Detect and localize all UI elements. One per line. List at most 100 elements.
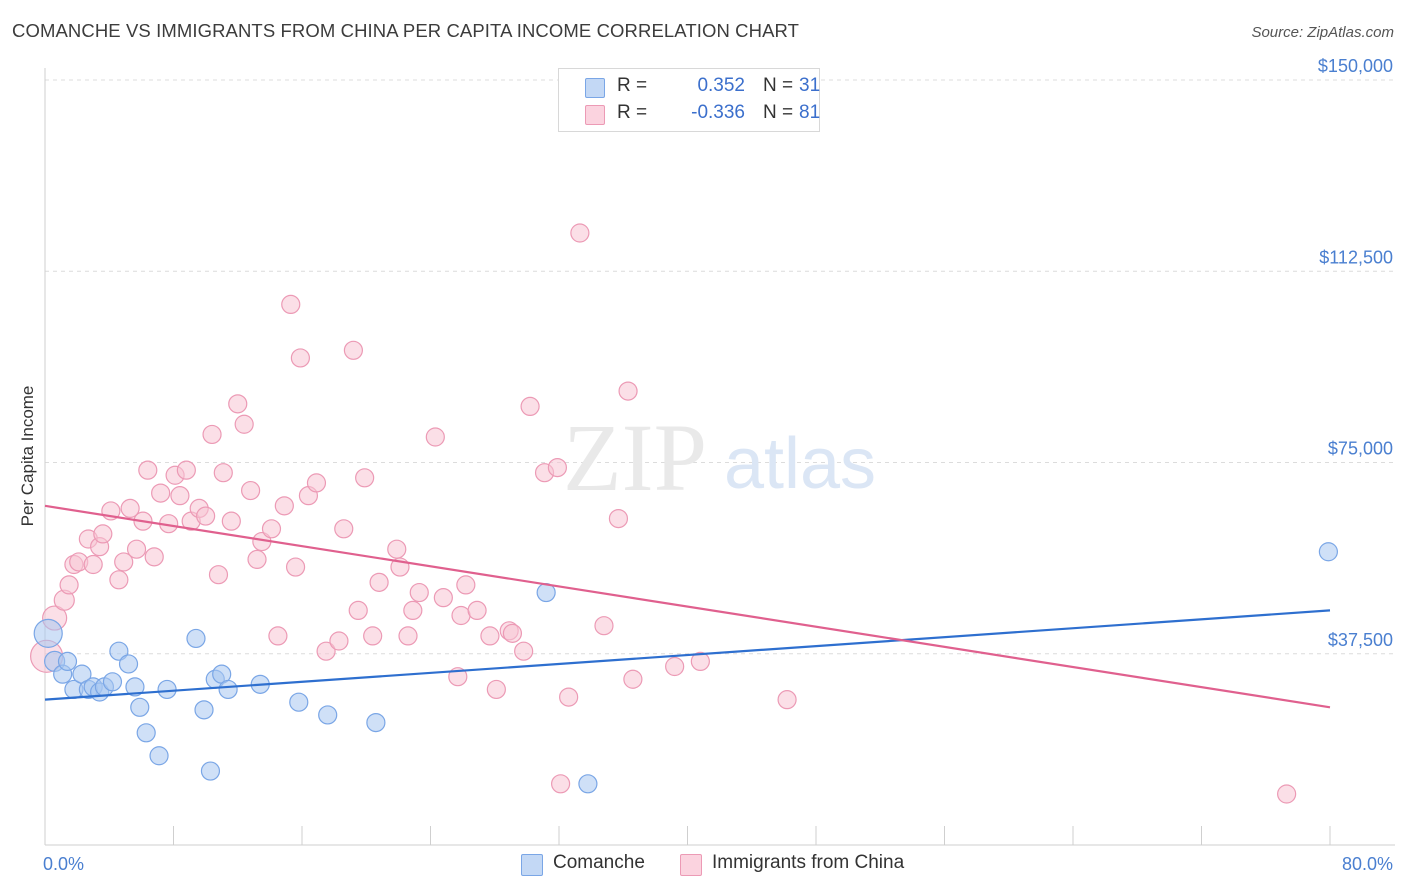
comanche-point xyxy=(130,697,150,717)
china-point xyxy=(274,496,294,516)
china-point xyxy=(151,483,171,503)
china-point xyxy=(777,690,797,710)
china-point xyxy=(281,294,301,314)
n-value: 81 xyxy=(799,102,821,123)
china-point xyxy=(608,508,629,529)
comanche-point xyxy=(33,618,63,648)
china-point xyxy=(144,547,164,567)
comanche-point xyxy=(125,677,145,697)
china-point xyxy=(83,554,103,575)
comanche-point xyxy=(149,746,169,766)
china-point xyxy=(618,381,638,401)
china-point xyxy=(138,460,158,480)
china-point xyxy=(114,552,134,572)
series-legend: Comanche Immigrants from China xyxy=(0,852,1406,878)
china-point xyxy=(480,626,500,646)
china-legend-swatch xyxy=(680,854,702,876)
china-point xyxy=(409,582,429,603)
china-point xyxy=(120,498,140,518)
china-point xyxy=(665,656,685,677)
chart-title: COMANCHE VS IMMIGRANTS FROM CHINA PER CA… xyxy=(12,20,800,41)
comanche-point xyxy=(578,774,598,794)
china-point xyxy=(387,539,407,559)
n-value: 31 xyxy=(799,75,821,96)
china-point xyxy=(306,473,327,493)
x-tick-label: 0.0% xyxy=(43,854,84,874)
trend-lines xyxy=(44,504,1331,709)
comanche-swatch xyxy=(585,78,605,98)
china-point xyxy=(451,605,471,626)
china-point xyxy=(213,463,233,483)
china-point xyxy=(456,575,476,595)
comanche-point xyxy=(200,761,221,781)
china-point xyxy=(594,616,614,636)
comanche-point xyxy=(366,712,386,733)
watermark-atlas: atlas xyxy=(724,424,876,504)
china-point xyxy=(221,511,241,531)
y-tick-label: $37,500 xyxy=(1328,630,1393,650)
china-point xyxy=(520,396,540,416)
china-point xyxy=(348,600,368,621)
comanche-point xyxy=(318,705,338,725)
china-point xyxy=(690,651,710,672)
china-point xyxy=(208,565,229,585)
axes xyxy=(44,68,1395,846)
china-point xyxy=(547,458,567,478)
china-point xyxy=(398,626,418,646)
source-label: Source: ZipAtlas.com xyxy=(1251,24,1394,41)
n-label: N = xyxy=(763,102,794,123)
comanche-point xyxy=(1318,542,1338,562)
china-point xyxy=(234,414,254,434)
y-tick-label: $150,000 xyxy=(1318,56,1393,76)
legend-label: Immigrants from China xyxy=(712,852,905,873)
china-point xyxy=(247,549,267,570)
china-point xyxy=(93,524,113,544)
comanche-point xyxy=(289,692,309,712)
china-point xyxy=(433,588,453,608)
gridlines xyxy=(45,79,1395,655)
china-point xyxy=(59,575,79,595)
china-point xyxy=(486,679,506,700)
r-value: 0.352 xyxy=(697,75,745,96)
china-trend-line xyxy=(44,504,1331,709)
comanche-point xyxy=(109,641,129,661)
china-point xyxy=(403,600,423,621)
china-point xyxy=(559,687,579,707)
r-label: R = xyxy=(617,102,648,123)
comanche-point xyxy=(157,679,177,700)
china-point xyxy=(268,626,288,646)
x-tick-label: 80.0% xyxy=(1342,854,1393,874)
china-swatch xyxy=(585,105,605,125)
china-point xyxy=(228,394,248,414)
n-label: N = xyxy=(763,75,794,96)
china-point xyxy=(355,468,375,488)
china-point xyxy=(170,486,190,506)
tick-labels: $37,500 $75,000 $112,500 $150,000 0.0% 80.0% xyxy=(43,56,1393,874)
china-point xyxy=(502,623,523,643)
china-point xyxy=(425,427,445,447)
comanche-point xyxy=(136,723,156,743)
china-point xyxy=(202,424,222,445)
china-point xyxy=(126,539,147,559)
comanche-point xyxy=(118,654,139,674)
r-value: -0.336 xyxy=(691,102,745,123)
data-points xyxy=(30,223,1338,804)
china-point xyxy=(261,519,282,539)
china-point xyxy=(334,519,354,539)
comanche-point xyxy=(186,628,206,649)
china-point xyxy=(176,460,196,480)
comanche-point xyxy=(57,651,78,672)
china-point xyxy=(241,480,261,501)
china-point xyxy=(196,506,216,526)
china-point xyxy=(467,600,487,621)
china-point xyxy=(551,774,571,794)
china-point xyxy=(514,641,534,661)
china-point xyxy=(290,348,310,368)
china-point xyxy=(1277,784,1297,804)
china-point xyxy=(316,641,336,661)
china-point xyxy=(570,223,590,243)
comanche-legend-swatch xyxy=(521,854,543,876)
comanche-trend-line xyxy=(44,609,1331,701)
china-point xyxy=(109,570,129,590)
